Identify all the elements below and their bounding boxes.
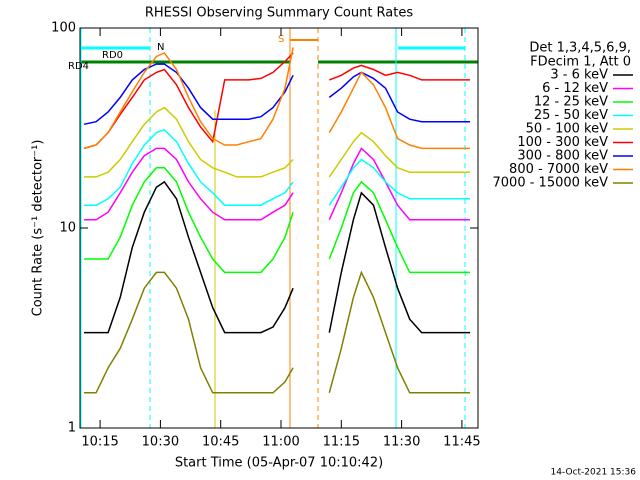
chart-title: RHESSI Observing Summary Count Rates (145, 6, 414, 21)
annotation: RD4 (68, 61, 89, 72)
series-line (84, 180, 470, 334)
legend-label: 3 - 6 keV (550, 68, 608, 83)
annotation: N (157, 42, 164, 53)
x-tick-label: 10:15 (81, 435, 118, 450)
y-tick-label: 10 (59, 221, 76, 236)
legend-label: 300 - 800 keV (517, 149, 608, 164)
legend-label: 50 - 100 keV (526, 122, 609, 137)
x-tick-label: 11:45 (443, 435, 480, 450)
series-line (84, 106, 470, 178)
x-tick-label: 10:30 (142, 435, 179, 450)
y-tick-label: 100 (51, 21, 76, 36)
series-line (83, 52, 470, 150)
legend-label: 7000 - 15000 keV (493, 176, 609, 191)
series-line (84, 270, 470, 394)
legend-label: 6 - 12 keV (542, 81, 608, 96)
x-tick-label: 10:45 (202, 435, 239, 450)
annotation: S (278, 34, 284, 45)
x-axis-label: Start Time (05-Apr-07 10:10:42) (175, 456, 383, 471)
plot-area (83, 47, 470, 394)
series-line (83, 63, 470, 126)
x-tick-label: 11:15 (323, 435, 360, 450)
legend-title: Det 1,3,4,5,6,9, (529, 41, 631, 56)
legend-title: FDecim 1, Att 0 (530, 55, 631, 70)
series-line (84, 128, 470, 206)
x-tick-label: 11:00 (262, 435, 299, 450)
series-line (84, 167, 470, 274)
y-tick-label: 1 (68, 421, 76, 436)
legend-label: 100 - 300 keV (517, 135, 608, 150)
legend-label: 25 - 50 keV (534, 108, 608, 123)
legend-label: 800 - 7000 keV (509, 162, 608, 177)
annotation: RD0 (102, 50, 123, 61)
series-line (84, 147, 470, 221)
x-tick-label: 11:30 (383, 435, 420, 450)
y-axis-label: Count Rate (s⁻¹ detector⁻¹) (31, 140, 46, 317)
legend-label: 12 - 25 keV (534, 95, 608, 110)
timestamp: 14-Oct-2021 15:36 (551, 468, 637, 478)
series-line (83, 47, 470, 150)
